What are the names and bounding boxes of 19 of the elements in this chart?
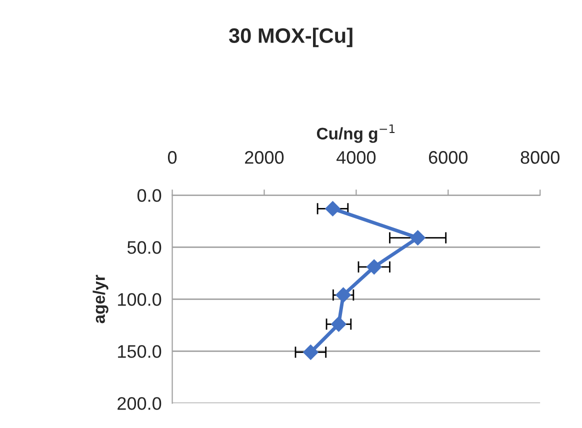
x-tick-label: 8000 [520, 151, 560, 164]
point [366, 259, 382, 274]
point [325, 201, 340, 216]
chart-title: 30 MOX-[Cu] [228, 28, 352, 48]
x-axis-title: Cu/ng g$^{−1}$ [316, 124, 395, 143]
point [331, 316, 346, 332]
y-tick-label: 100.0 [118, 293, 162, 306]
x-tick-label: 0 [168, 151, 177, 164]
point [410, 230, 426, 246]
y-tick-label: 0.0 [137, 189, 162, 202]
point [336, 287, 351, 303]
x-tick-label: 2000 [245, 151, 284, 164]
x-tick-label: 4000 [336, 151, 376, 164]
y-tick-label: 150.0 [118, 345, 162, 358]
x-tick-label: 6000 [428, 151, 468, 164]
y-axis-title: age/yr [92, 274, 108, 324]
point [303, 344, 318, 360]
y-tick-label: 200.0 [118, 397, 162, 410]
y-tick-label: 50.0 [127, 241, 162, 254]
